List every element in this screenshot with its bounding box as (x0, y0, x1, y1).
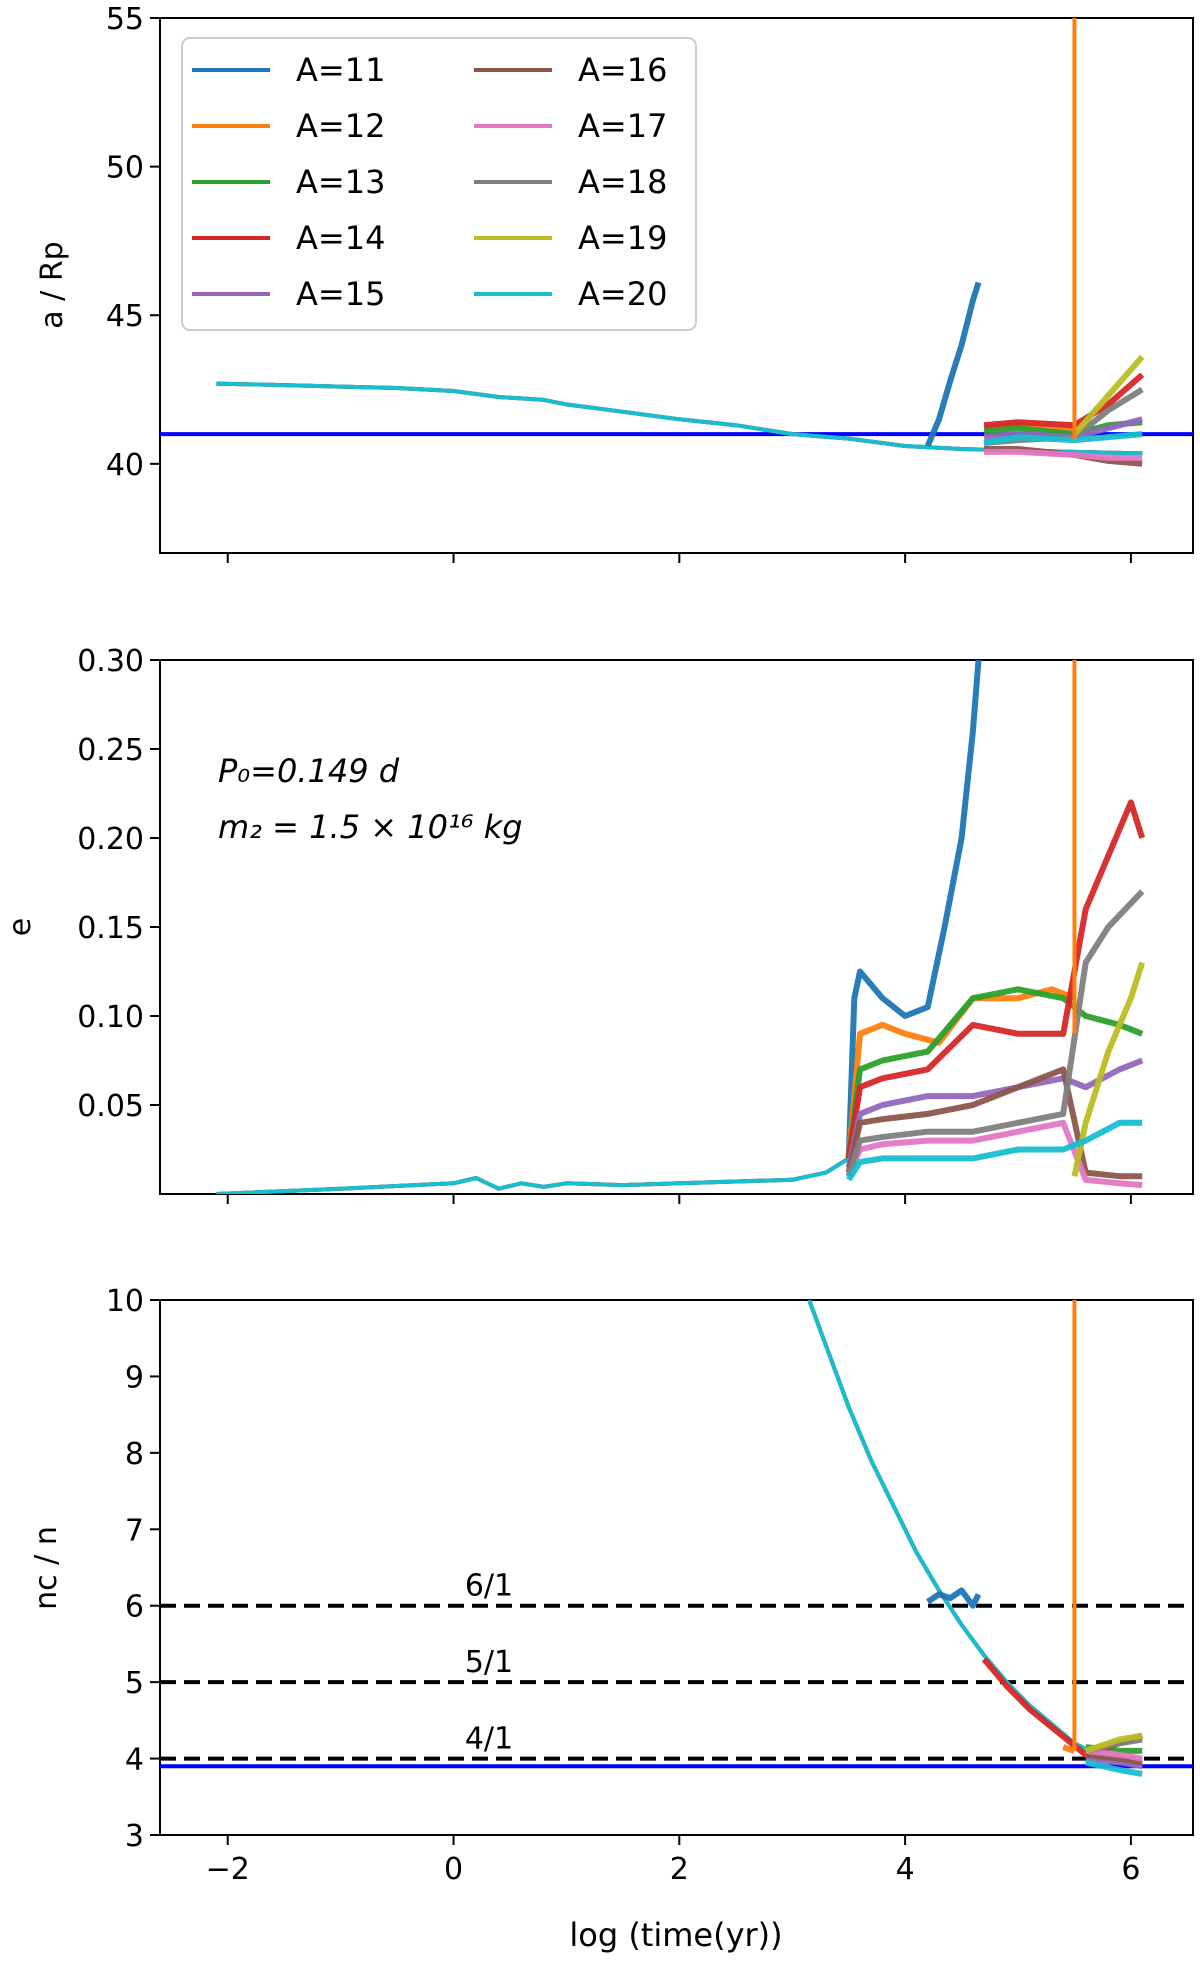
common-track-line-2 (216, 1156, 850, 1194)
reference-line-label: 5/1 (465, 1645, 513, 1680)
x-tick-label: 4 (896, 1852, 915, 1887)
reference-lines (160, 1603, 1193, 1769)
series-layer (807, 1300, 1144, 1777)
x-axis-label: log (time(yr)) (569, 1916, 782, 1954)
legend-label-a19: A=19 (578, 219, 667, 257)
legend: A=11 A=12 A=13 A=14 A=15 A=16 (181, 37, 697, 331)
legend-entry-a11: A=11 (192, 51, 385, 89)
y-tick-label: 0.05 (77, 1089, 144, 1124)
series-line-a16 (1085, 1751, 1143, 1766)
y-tick-label: 0.30 (77, 644, 144, 679)
series-line-a19 (1084, 1732, 1143, 1754)
legend-entry-a17: A=17 (474, 107, 667, 145)
series-line-a11 (924, 281, 982, 448)
annotation-period: P₀=0.149 d (218, 752, 400, 790)
y-axis-label: nᴄ / n (29, 1526, 64, 1610)
series-line-a11 (926, 1587, 982, 1609)
reference-line-label: 4/1 (465, 1722, 513, 1757)
series-line-a20 (846, 1119, 1143, 1182)
x-tick-label: −2 (206, 1852, 250, 1887)
legend-entry-a16: A=16 (474, 51, 667, 89)
legend-label-a17: A=17 (578, 107, 667, 145)
series-line-a11 (845, 660, 982, 1159)
y-tick-label: 55 (106, 2, 144, 37)
y-tick-label: 3 (125, 1819, 144, 1854)
panel-mean-motion-ratio: 6/1 5/1 4/1 3 4 5 6 7 8 9 10 −2 0 2 4 6 nᴄ / n log (tim… (29, 1284, 1194, 1954)
y-tick-label: 6 (125, 1590, 144, 1625)
legend-box (181, 37, 697, 331)
series-line-a14 (845, 799, 1146, 1159)
axis-ticks: 0.05 0.10 0.15 0.20 0.25 0.30 (77, 644, 1132, 1204)
legend-label-a20: A=20 (578, 275, 667, 313)
y-tick-label: 0.15 (77, 911, 144, 946)
axis-ticks: 6/1 5/1 4/1 3 4 5 6 7 8 9 10 −2 0 2 4 6 (106, 1284, 1141, 1887)
legend-entry-a12: A=12 (192, 107, 385, 145)
reference-line-label: 6/1 (465, 1569, 513, 1604)
y-tick-label: 7 (125, 1513, 144, 1548)
legend-entry-a20: A=20 (474, 275, 667, 313)
series-line-a20 (1085, 1759, 1143, 1777)
series-line-a16 (845, 1066, 1143, 1180)
legend-entry-a18: A=18 (474, 163, 667, 201)
panel-eccentricity: 0.05 0.10 0.15 0.20 0.25 0.30 e P₀=0.149 d m₂… (3, 644, 1194, 1204)
y-tick-label: 4 (125, 1743, 144, 1778)
y-tick-label: 40 (106, 448, 144, 483)
annotation-mass: m₂ = 1.5 × 10¹⁶ kg (218, 808, 523, 846)
y-tick-label: 0.10 (77, 1000, 144, 1035)
series-line-a17 (845, 1119, 1143, 1189)
series-line-a17 (984, 448, 1143, 461)
legend-entry-a13: A=13 (192, 163, 385, 201)
series-line-a20 (983, 431, 1143, 446)
y-tick-label: 9 (125, 1360, 144, 1395)
common-track-line-2 (216, 381, 1143, 456)
y-tick-label: 0.25 (77, 733, 144, 768)
y-tick-label: 5 (125, 1666, 144, 1701)
panel-semi-major-axis: 40 45 50 55 a / Rp A=11 A=12 A=13 A=14 (35, 2, 1194, 563)
legend-entry-a19: A=19 (474, 219, 667, 257)
legend-entry-a14: A=14 (192, 219, 385, 257)
axis-ticks: 40 45 50 55 (106, 2, 1132, 563)
x-tick-label: 6 (1121, 1852, 1140, 1887)
panel-frame (159, 1299, 1194, 1836)
y-tick-label: 10 (106, 1284, 144, 1319)
y-tick-label: 50 (106, 151, 144, 186)
legend-label-a15: A=15 (296, 275, 385, 313)
x-tick-label: 2 (670, 1852, 689, 1887)
legend-label-a13: A=13 (296, 163, 385, 201)
series-line-a18 (845, 889, 1145, 1178)
legend-label-a18: A=18 (578, 163, 667, 201)
x-tick-label: 0 (444, 1852, 463, 1887)
y-tick-label: 0.20 (77, 822, 144, 857)
series-layer (216, 18, 1145, 467)
legend-label-a12: A=12 (296, 107, 385, 145)
y-tick-label: 8 (125, 1437, 144, 1472)
series-line-a15 (1085, 1755, 1143, 1770)
series-line-a17 (1085, 1747, 1143, 1762)
series-line-a19 (1072, 354, 1145, 437)
panel-frame (159, 17, 1194, 554)
legend-label-a16: A=16 (578, 51, 667, 89)
legend-label-a14: A=14 (296, 219, 385, 257)
legend-entry-a15: A=15 (192, 275, 385, 313)
series-layer (216, 660, 1146, 1194)
y-axis-label: e (3, 918, 38, 936)
series-line-a13 (845, 986, 1144, 1159)
legend-label-a11: A=11 (296, 51, 385, 89)
y-axis-label: a / Rp (35, 241, 70, 328)
y-tick-label: 45 (106, 299, 144, 334)
